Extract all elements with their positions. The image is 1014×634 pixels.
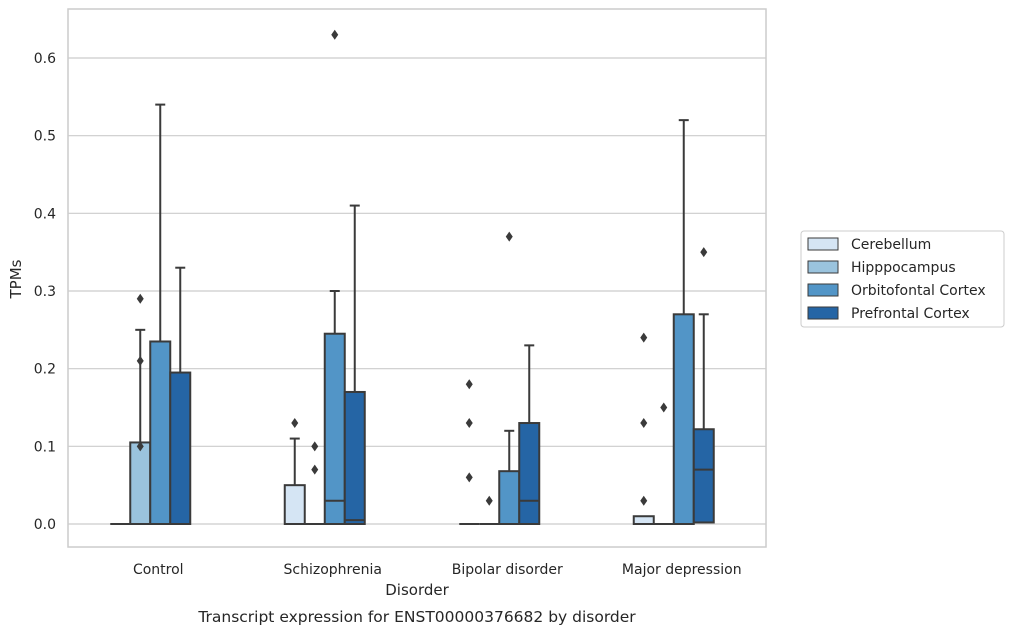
y-tick-label: 0.5 xyxy=(34,129,56,145)
outlier-point xyxy=(331,29,339,40)
x-tick-label: Schizophrenia xyxy=(284,562,382,578)
x-axis-label: Disorder xyxy=(385,581,449,599)
box xyxy=(169,266,192,525)
legend-swatch xyxy=(807,237,839,251)
legend-frame xyxy=(800,230,1005,328)
box xyxy=(149,103,172,525)
box xyxy=(498,231,521,526)
y-tick-label: 0.6 xyxy=(34,51,56,67)
y-tick-label: 0.2 xyxy=(34,362,56,378)
outlier-point xyxy=(700,247,708,258)
box xyxy=(323,29,346,526)
x-tick-label: Control xyxy=(133,562,184,578)
x-tick-label: Bipolar disorder xyxy=(452,562,563,578)
legend-label: Prefrontal Cortex xyxy=(851,306,970,322)
box-body xyxy=(149,340,172,525)
outlier-point xyxy=(640,495,648,506)
x-tick-labels: Control Schizophrenia Bipolar disorder Majo… xyxy=(133,562,742,578)
outlier-point xyxy=(465,418,473,429)
box xyxy=(283,418,306,525)
outlier-point xyxy=(291,418,299,429)
outlier-point xyxy=(136,355,144,366)
box xyxy=(632,332,655,526)
outlier-point xyxy=(136,441,144,452)
y-axis-label: TPMs xyxy=(7,259,25,299)
outlier-point xyxy=(640,332,648,343)
box xyxy=(343,204,366,526)
legend-label: Cerebellum xyxy=(851,237,931,253)
box xyxy=(304,441,325,525)
y-tick-labels: 0.0 0.1 0.2 0.3 0.4 0.5 0.6 xyxy=(34,51,56,533)
box-body xyxy=(169,371,192,525)
outlier-point xyxy=(505,231,513,242)
y-tick-label: 0.3 xyxy=(34,284,56,300)
legend-swatch xyxy=(807,260,839,274)
y-tick-label: 0.0 xyxy=(34,517,56,533)
legend-swatch xyxy=(807,306,839,320)
box xyxy=(518,344,541,525)
box-body xyxy=(343,390,366,526)
y-tick-label: 0.4 xyxy=(34,206,56,222)
box-body xyxy=(498,470,521,526)
box-body xyxy=(129,441,152,526)
box xyxy=(672,119,695,525)
legend: Cerebellum Hipppocampus Orbitofontal Corte… xyxy=(800,230,1005,328)
box-groups xyxy=(110,29,715,526)
box xyxy=(653,402,674,525)
box-body xyxy=(323,332,346,526)
outlier-point xyxy=(465,472,473,483)
outlier-point xyxy=(660,402,668,413)
box-body xyxy=(283,484,306,525)
legend-label: Hipppocampus xyxy=(851,260,956,276)
outlier-point xyxy=(311,441,319,452)
legend-swatch xyxy=(807,283,839,297)
outlier-point xyxy=(640,418,648,429)
outlier-point xyxy=(136,293,144,304)
legend-label: Orbitofontal Cortex xyxy=(851,283,986,299)
x-tick-label: Major depression xyxy=(622,562,742,578)
y-tick-label: 0.1 xyxy=(34,439,56,455)
box xyxy=(459,379,480,525)
box xyxy=(692,247,715,524)
box-body xyxy=(692,428,715,524)
box-body xyxy=(672,313,695,525)
box xyxy=(479,495,500,525)
outlier-point xyxy=(465,379,473,390)
box xyxy=(129,293,152,526)
plot-frame xyxy=(67,8,767,548)
chart-title: Transcript expression for ENST0000037668… xyxy=(197,608,636,626)
box-body xyxy=(518,422,541,525)
outlier-point xyxy=(485,495,493,506)
outlier-point xyxy=(311,464,319,475)
box-body xyxy=(632,515,655,526)
